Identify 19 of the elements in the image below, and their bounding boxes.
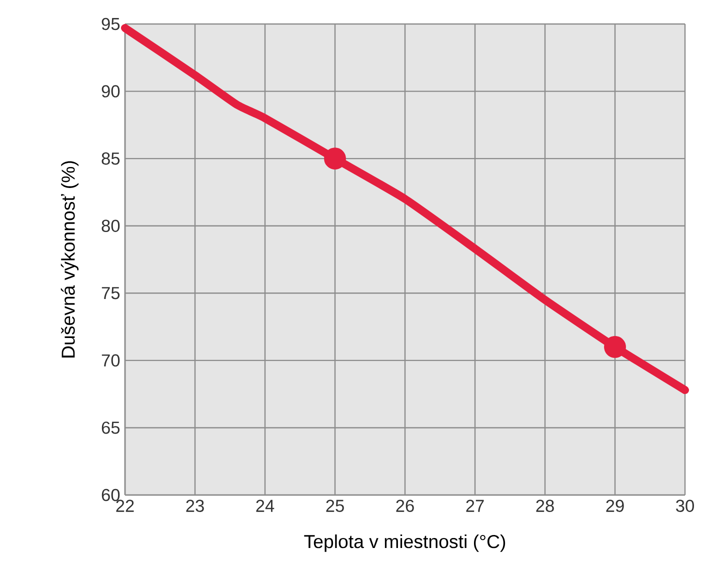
y-tick-label: 60	[102, 488, 120, 502]
x-tick-label: 25	[326, 500, 344, 512]
x-axis-title: Teplota v miestnosti (°C)	[304, 534, 506, 552]
x-tick-label: 24	[256, 500, 274, 512]
y-tick-label: 85	[102, 152, 120, 165]
x-tick-label: 27	[466, 500, 484, 512]
y-tick-label: 80	[102, 220, 120, 232]
y-tick-label: 90	[102, 85, 120, 98]
y-tick-label: 65	[102, 422, 120, 434]
y-tick-label: 95	[102, 18, 120, 30]
x-tick-label: 23	[186, 500, 204, 512]
x-tick-label: 26	[396, 500, 414, 512]
x-tick-label: 28	[536, 500, 554, 512]
x-tick-label: 22	[116, 500, 134, 512]
y-tick-label: 75	[102, 287, 120, 300]
x-tick-label: 30	[676, 500, 694, 512]
x-tick-label: 29	[606, 500, 624, 512]
y-axis-title: Duševná výkonnosť (%)	[60, 161, 79, 358]
y-tick-label: 70	[102, 354, 120, 367]
